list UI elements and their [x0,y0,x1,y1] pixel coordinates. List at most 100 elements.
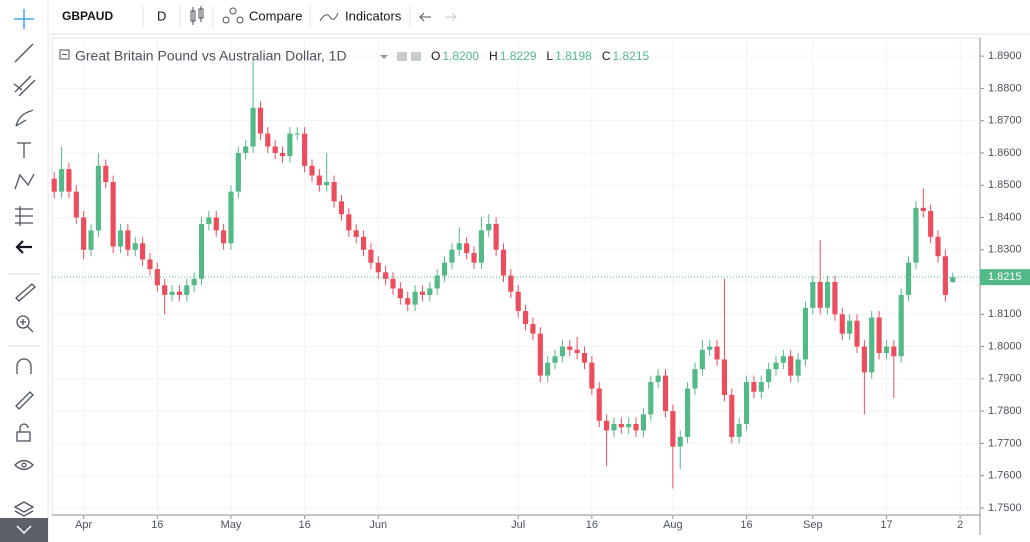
candle-body [847,320,853,334]
candle-body [198,223,205,279]
candle-body [891,346,897,357]
candle-body [272,146,278,153]
candle-body [316,175,322,186]
candle-body [626,424,632,428]
candle-body [648,382,654,415]
hide-drawings[interactable] [15,240,32,254]
undo-button[interactable] [419,12,431,22]
candle-body [58,169,65,192]
candle-body [309,165,315,176]
candle-body [942,256,948,295]
y-tick-label: 1.7700 [988,437,1022,449]
candle-body [88,230,94,250]
brush-tool[interactable] [15,109,34,127]
candle-body [928,211,934,237]
candle-body [338,201,345,215]
legend-value: 1.8200 [442,49,479,63]
candle-body [604,420,610,431]
candle-body [191,278,197,286]
candle-body [898,294,904,357]
candle-body [221,230,227,244]
x-tick-label: 16 [151,519,163,531]
chart-style-icon[interactable] [190,6,204,25]
candle-body [633,424,639,431]
tool-icons [8,9,40,517]
indicators-icon [319,12,339,22]
x-tick-label: 16 [740,519,752,531]
crosshair-tool[interactable] [14,9,34,29]
candle-body [589,362,595,389]
interval[interactable]: D [157,8,166,23]
y-tick-label: 1.8600 [988,147,1022,159]
x-tick-label: 17 [880,519,892,531]
candle-body [390,278,396,289]
compare-button[interactable]: Compare [249,8,302,23]
y-tick-label: 1.7900 [988,373,1022,385]
stay-drawing-tool[interactable] [15,391,34,410]
zoom-tool[interactable] [16,315,30,329]
candle-body [243,146,249,153]
symbol[interactable]: GBPAUD [62,9,113,23]
candle-body [110,181,116,247]
indicators-button[interactable]: Indicators [345,8,402,23]
top-toolbar [49,0,1030,34]
candle-body [758,382,764,392]
x-tick-label: Aug [663,519,683,531]
candle-body [920,207,926,212]
candle-body [508,275,514,292]
measure-tool[interactable] [15,283,36,302]
candle-body [839,314,845,334]
candle-body [464,243,470,253]
candle-body [802,307,809,360]
candle-body [397,288,403,299]
candle-body [810,282,816,308]
y-tick-label: 1.7500 [988,502,1022,514]
pattern-tool[interactable] [14,173,35,190]
candle-body [360,236,367,250]
fib-tool[interactable] [13,75,36,97]
candle-body [279,152,286,157]
text-tool[interactable] [17,142,31,158]
compare-icon [222,7,244,24]
candle-body [412,291,418,305]
x-tick-label: May [221,519,242,531]
candle-body [537,333,543,376]
candle-body [132,243,138,250]
candle-body [176,291,182,295]
trend-line-tool[interactable] [14,43,34,63]
candle-body [441,262,448,276]
candle-body [449,249,455,263]
visibility-tool[interactable] [14,459,34,471]
candle-body [721,359,728,395]
candle-body [766,369,772,383]
candle-body [471,252,477,263]
candle-body [692,369,698,389]
magnet-tool[interactable] [16,358,32,374]
candle-body [346,214,352,231]
redo-button[interactable] [445,12,457,22]
collapse-button[interactable] [0,518,48,542]
y-tick-label: 1.8900 [988,50,1022,62]
candle-body [478,230,484,263]
candle-body [545,362,551,376]
candle-body [66,169,72,192]
candle-body [618,424,624,428]
collapse-icon [16,525,32,535]
object-tree[interactable] [13,501,35,517]
candle-body [935,236,941,257]
lock-tool[interactable] [16,431,31,442]
candle-body [869,317,875,373]
legend-values: O 1.8200 H 1.8229 L 1.8198 C 1.8215 [431,49,650,63]
legend-dropdown[interactable] [380,55,388,59]
candle-body [375,262,381,273]
candle-body [184,285,190,295]
prediction-tool[interactable] [15,206,33,226]
candle-body [419,291,426,295]
last-price-badge [980,269,1030,286]
candle-body [729,394,735,437]
legend-collapse[interactable] [59,49,70,60]
candle-body [751,382,757,392]
legend-value: 1.8215 [612,49,649,63]
candle-body [213,217,219,231]
candle-body [780,356,786,363]
